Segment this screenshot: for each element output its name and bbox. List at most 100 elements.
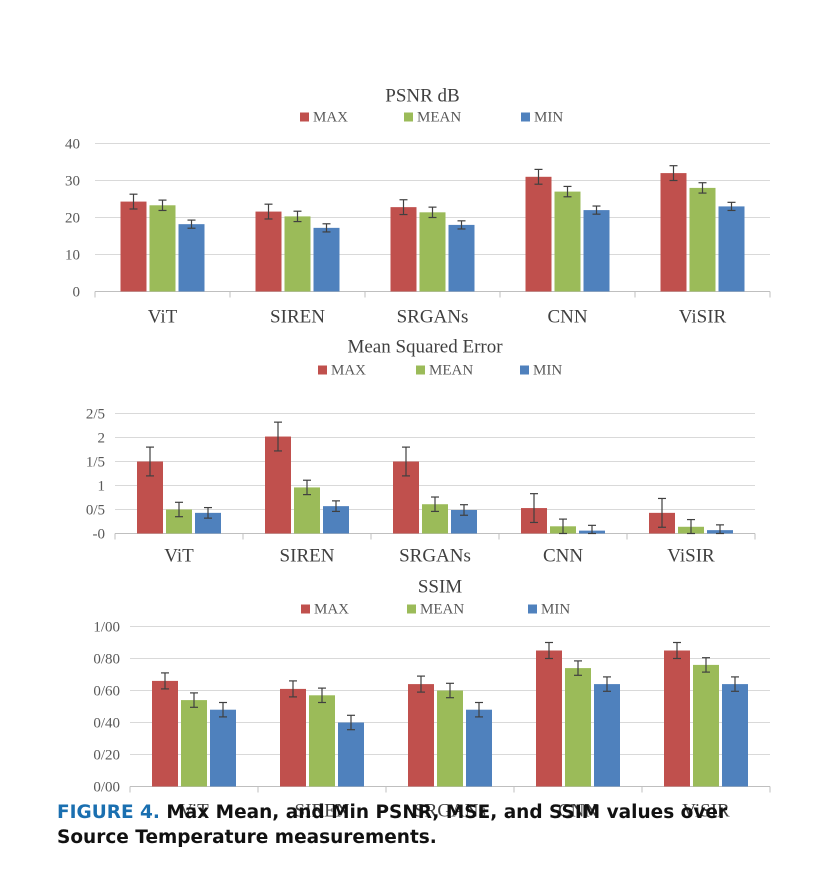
bar-min-cnn [594,684,620,787]
bar-min-vit [210,709,236,787]
bar-mean-visir [689,187,716,292]
error-bar-min-srgans [457,220,466,230]
bar-max-siren [255,211,282,292]
y-tick-label: 0/20 [93,748,120,764]
y-tick-label: 1/00 [93,620,120,636]
y-tick-label: 10 [65,248,80,264]
figure-caption: FIGURE 4. Max Mean, and Min PSNR, MSE, a… [57,800,797,850]
error-bar-max-vit [129,193,138,210]
error-bar-mean-cnn [574,660,582,676]
legend-label-min: MIN [541,602,570,618]
x-tick-label-visir: ViSIR [667,546,715,567]
error-bar-mean-srgans [428,206,437,219]
bar-max-siren [265,436,291,534]
x-tick-label-siren: SIREN [295,801,350,822]
bar-max-vit [152,680,178,787]
bar-mean-srgans [419,212,446,292]
error-bar-min-vit [219,701,227,718]
bar-max-cnn [525,176,552,292]
x-tick-label-srgans: SRGANs [414,801,486,822]
error-bar-max-visir [658,497,666,528]
bar-max-cnn [536,650,562,787]
legend-swatch-mean [407,604,416,614]
x-tick-label-cnn: CNN [543,546,583,567]
error-bar-mean-visir [698,182,707,194]
x-tick-label-visir: ViSIR [679,307,727,328]
legend-label-max: MAX [314,602,349,618]
y-tick-label: 30 [65,174,80,190]
error-bar-max-vit [161,672,169,690]
error-bar-mean-cnn [559,518,567,535]
error-bar-min-siren [347,714,355,731]
bar-max-siren [280,688,306,787]
error-bar-min-siren [322,223,331,233]
bar-min-srgans [448,224,475,292]
y-tick-label: 0/60 [93,684,120,700]
bar-mean-cnn [554,191,581,292]
y-tick-label: 0/00 [93,780,120,796]
x-tick-label-srgans: SRGANs [397,307,469,328]
error-bar-mean-siren [303,479,311,496]
error-bar-max-visir [673,641,681,660]
x-tick-label-srgans: SRGANs [399,546,471,567]
error-bar-mean-cnn [563,185,572,198]
bar-min-cnn [583,210,610,292]
bar-mean-visir [693,664,719,787]
error-bar-max-srgans [402,446,410,477]
bar-max-visir [660,173,687,292]
error-bar-mean-vit [175,501,183,518]
y-tick-label: 0/40 [93,716,120,732]
legend: MAX MEAN MIN [301,602,570,618]
y-tick-label: -0 [93,527,106,543]
error-bar-max-cnn [530,493,538,524]
x-tick-label-cnn: CNN [558,801,598,822]
error-bar-mean-srgans [446,682,454,699]
error-bar-mean-visir [687,518,695,535]
error-bar-min-vit [204,506,212,519]
error-bar-min-cnn [592,205,601,215]
figure-caption-label: FIGURE 4. [57,802,160,823]
error-bar-mean-vit [190,692,198,708]
legend-swatch-min [521,112,530,122]
y-tick-label: 40 [65,137,80,153]
error-bar-max-cnn [545,641,553,660]
bar-max-srgans [390,207,417,292]
error-bar-min-visir [731,676,739,692]
bar-min-siren [313,227,340,292]
bar-max-srgans [408,684,434,787]
bar-min-visir [722,684,748,787]
legend-label-max: MAX [313,110,348,126]
error-bar-min-vit [187,219,196,229]
y-tick-label: 1/5 [86,455,105,471]
bar-max-visir [664,650,690,787]
bar-mean-siren [309,695,335,787]
chart-title: Mean Squared Error [347,337,503,358]
error-bar-min-siren [332,500,340,513]
legend-label-min: MIN [533,363,562,379]
x-tick-label-visir: ViSIR [682,801,730,822]
legend-swatch-min [528,604,537,614]
y-tick-label: 0/5 [86,503,105,519]
error-bar-max-vit [146,446,154,477]
bar-min-srgans [451,509,477,534]
bar-min-visir [718,206,745,292]
y-tick-label: 0/80 [93,652,120,668]
bar-min-siren [338,722,364,787]
bar-mean-vit [181,700,207,787]
bar-mean-srgans [437,690,463,787]
legend: MAX MEAN MIN [318,363,562,379]
error-bar-min-srgans [475,701,483,718]
legend-label-mean: MEAN [417,110,461,126]
bar-min-vit [178,224,205,292]
legend-swatch-max [301,604,310,614]
error-bar-max-srgans [399,199,408,216]
x-tick-label-vit: ViT [179,801,209,822]
legend: MAX MEAN MIN [300,110,563,126]
x-tick-label-siren: SIREN [270,307,325,328]
bar-min-srgans [466,709,492,787]
legend-swatch-max [318,365,327,375]
error-bar-min-visir [727,201,736,212]
chart-title: PSNR dB [385,86,459,107]
legend-label-max: MAX [331,363,366,379]
legend-label-mean: MEAN [420,602,464,618]
